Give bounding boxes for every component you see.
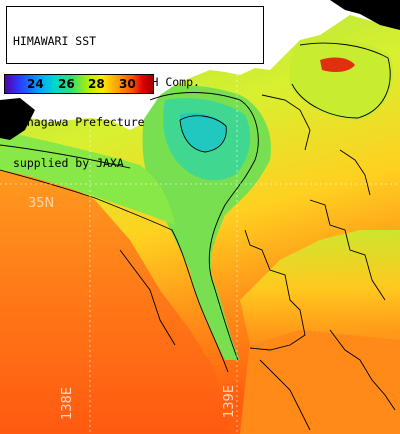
lat-label-35n: 35N — [28, 196, 54, 211]
info-title: HIMAWARI SST — [13, 35, 263, 49]
colorbar-tick-30: 30 — [119, 77, 136, 91]
lon-label-138e: 138E — [60, 387, 75, 420]
colorbar-tick-26: 26 — [58, 77, 75, 91]
colorbar: 24 26 28 30 — [4, 74, 154, 94]
info-box: HIMAWARI SST 2025/08/18 06(UTC) 3H Comp.… — [6, 6, 264, 64]
lon-label-139e: 139E — [222, 385, 237, 418]
info-region: Kanagawa Prefecture — [13, 116, 263, 130]
info-source: supplied by JAXA — [13, 157, 263, 171]
colorbar-tick-28: 28 — [88, 77, 105, 91]
colorbar-tick-24: 24 — [27, 77, 44, 91]
